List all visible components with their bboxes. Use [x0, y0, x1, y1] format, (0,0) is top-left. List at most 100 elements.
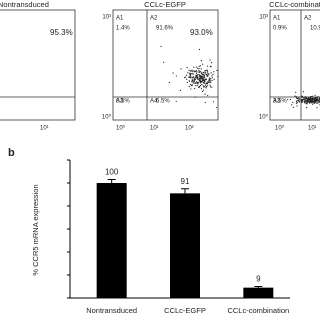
quadrant-name: A3 [116, 99, 124, 105]
event-dot [317, 96, 319, 98]
x-tick-label: CCLc-EGFP [164, 306, 206, 315]
event-dot [212, 73, 214, 76]
x-tick-label: 10⁰ [116, 125, 126, 132]
event-dot [185, 76, 187, 78]
y-tick-label: 10³ [259, 15, 268, 21]
event-dot [185, 74, 188, 76]
event-dot [163, 61, 165, 63]
event-dot [186, 81, 188, 84]
event-dot [306, 98, 308, 100]
event-dot [202, 63, 204, 65]
quadrant-percent: 10.9% [310, 26, 320, 32]
event-dot [208, 73, 210, 75]
event-dot [315, 102, 317, 104]
x-tick-label: 10¹ [150, 126, 159, 132]
event-dot [310, 97, 312, 99]
value-label: 9 [256, 275, 261, 284]
event-dot [200, 77, 202, 79]
error-bar [107, 179, 116, 183]
event-dot [311, 102, 313, 104]
event-dot [289, 98, 292, 101]
event-dot [201, 76, 203, 78]
event-dot [204, 93, 206, 95]
event-dot [304, 98, 306, 100]
x-tick-label: 10¹ [308, 126, 317, 132]
event-dot [191, 80, 193, 82]
event-dot [309, 102, 311, 104]
event-dot [186, 67, 188, 69]
event-dot [193, 79, 195, 81]
event-dot [204, 101, 206, 104]
event-dot [209, 65, 211, 67]
event-dot [295, 96, 297, 98]
event-dot [207, 84, 209, 86]
event-dot [206, 69, 208, 71]
event-dot [292, 101, 294, 103]
event-dot [315, 100, 317, 102]
event-dot [193, 70, 195, 72]
error-bar [181, 188, 189, 194]
plot-frame [0, 9, 76, 121]
event-dot [296, 97, 298, 99]
event-dot [188, 80, 191, 82]
event-dot [188, 76, 190, 78]
event-dot [209, 86, 212, 88]
event-dot [210, 78, 212, 80]
event-dot [196, 85, 198, 87]
event-dot [211, 77, 213, 79]
event-dot [309, 96, 312, 98]
event-dot [213, 78, 215, 80]
event-dot [318, 102, 320, 104]
event-dot [193, 77, 196, 79]
event-dot [314, 100, 316, 102]
event-dot [200, 81, 202, 83]
event-dot [213, 71, 215, 73]
event-dot [190, 73, 192, 75]
event-dot [313, 102, 315, 104]
event-dot [204, 81, 206, 83]
event-dot [201, 83, 203, 86]
event-dot [311, 98, 314, 101]
event-dot [202, 82, 205, 84]
y-tick-label: 10⁰ [259, 114, 269, 121]
event-dot [194, 78, 196, 80]
event-dot [202, 77, 204, 80]
event-dot [298, 98, 301, 100]
event-dot [304, 102, 306, 104]
event-dot [316, 107, 318, 109]
event-dot [295, 100, 298, 103]
event-dot [202, 86, 205, 88]
event-dot [309, 97, 311, 99]
event-dot [197, 83, 199, 85]
event-dot [312, 101, 315, 103]
event-dot [210, 81, 212, 83]
event-dot [192, 71, 194, 73]
event-dot [200, 88, 203, 90]
x-tick-label: CCLc-combination [227, 306, 289, 315]
event-dot [211, 86, 213, 88]
event-dot [209, 59, 211, 61]
event-dot [316, 102, 318, 104]
event-dot [212, 101, 215, 103]
event-dot [310, 100, 312, 102]
event-dot [312, 100, 315, 102]
event-dot [189, 84, 192, 86]
event-dot [194, 96, 196, 98]
y-tick-label: 10⁰ [102, 114, 112, 121]
event-dot [183, 76, 186, 79]
event-dot [198, 78, 201, 80]
event-dot [210, 62, 213, 64]
event-dot [304, 96, 307, 98]
event-dot [211, 79, 213, 82]
event-dot [191, 81, 193, 83]
event-dot [203, 82, 206, 84]
event-dot [168, 81, 171, 84]
event-dot [312, 97, 314, 99]
event-dot [196, 75, 198, 77]
event-dot [312, 98, 314, 100]
event-dot [200, 71, 202, 73]
event-dot [198, 65, 200, 68]
event-dot [297, 99, 300, 102]
event-dot [203, 76, 205, 78]
event-dot [195, 76, 197, 79]
